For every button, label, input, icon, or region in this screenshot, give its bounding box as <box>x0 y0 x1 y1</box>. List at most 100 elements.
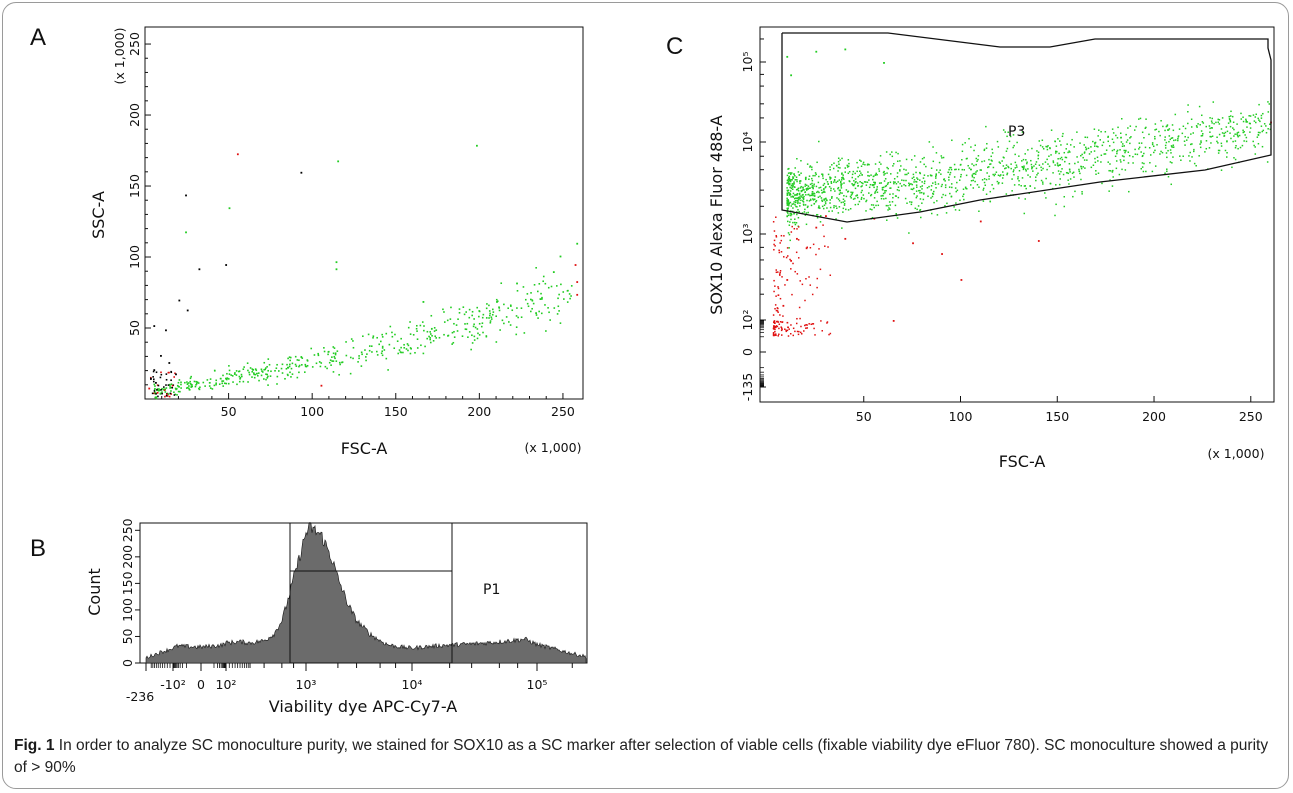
panel-c-point-generated <box>974 144 976 147</box>
panel-c-point-generated <box>1054 164 1056 166</box>
panel-c-point-generated <box>1078 170 1081 173</box>
panel-c-point-generated <box>1169 149 1172 151</box>
panel-c-point-generated <box>816 277 819 280</box>
panel-c-point-generated <box>785 256 788 259</box>
panel-a-point-generated <box>424 345 426 348</box>
panel-a-point-generated <box>228 373 231 375</box>
panel-c-point-generated <box>1002 174 1005 176</box>
panel-c-point-generated <box>985 178 988 181</box>
panel-a-point-generated <box>433 327 436 329</box>
panel-c-point-generated <box>893 177 896 180</box>
panel-c-point-generated <box>875 204 877 207</box>
panel-c-point-generated <box>1101 182 1103 185</box>
panel-c-point-generated <box>889 181 892 184</box>
panel-c-point-generated <box>896 217 899 219</box>
panel-c-point-generated <box>842 207 845 210</box>
panel-c-point-generated <box>779 274 781 276</box>
panel-c-point-generated <box>900 185 903 187</box>
panel-c-point-generated <box>835 218 837 220</box>
panel-b-x-tick-label: 10³ <box>296 677 317 692</box>
panel-c-point-generated <box>805 324 807 326</box>
panel-c-point-generated <box>779 242 781 244</box>
panel-a-point-generated <box>256 372 258 375</box>
panel-c-point-generated <box>774 328 776 331</box>
panel-c-point-generated <box>827 183 829 186</box>
panel-a-point-generated <box>452 341 455 344</box>
panel-c-point-generated <box>1022 168 1025 171</box>
panel-c-point-generated <box>798 193 801 196</box>
panel-a-point-generated <box>526 302 529 305</box>
panel-b-x-tick-label: 10² <box>216 677 237 692</box>
panel-c-y-tick-label: 10³ <box>740 224 755 245</box>
panel-a-point-generated <box>189 380 192 383</box>
panel-c-point-generated <box>818 248 820 250</box>
panel-a-point-generated <box>333 355 336 358</box>
panel-c-point-generated <box>1001 160 1003 162</box>
panel-a-point-generated <box>482 331 484 334</box>
panel-c-point-generated <box>919 172 922 175</box>
panel-c-point-generated <box>787 172 790 174</box>
panel-c-point-generated <box>810 199 812 201</box>
panel-c-point-generated <box>1204 151 1206 153</box>
panel-c-point-generated <box>1124 151 1126 154</box>
panel-c-point-generated <box>797 333 800 336</box>
panel-a-point-generated <box>400 337 402 340</box>
panel-c-point-generated <box>1199 143 1201 145</box>
panel-c-point-generated <box>1210 136 1212 138</box>
panel-c-point-generated <box>846 164 849 167</box>
panel-c-point-generated <box>823 204 826 206</box>
panel-c-point-generated <box>876 200 878 203</box>
panel-c-point-generated <box>1034 187 1036 189</box>
panel-c-point-generated <box>983 160 986 162</box>
panel-c-point-generated <box>903 183 905 186</box>
panel-a-point-generated <box>301 357 304 359</box>
panel-c-point-generated <box>1084 146 1087 149</box>
panel-c-point-generated <box>845 189 848 191</box>
panel-c-point-generated <box>1153 151 1155 154</box>
panel-a-point-generated <box>416 347 419 349</box>
panel-c-point-generated <box>1079 142 1081 144</box>
panel-c-point-generated <box>1177 139 1179 142</box>
panel-c-point-generated <box>821 330 823 332</box>
panel-a-point-generated <box>364 349 366 351</box>
panel-c-point-generated <box>989 190 992 193</box>
panel-c-point-generated <box>961 158 963 161</box>
panel-a-point-generated <box>155 397 158 400</box>
panel-a-point-generated <box>289 363 291 366</box>
panel-a-point-generated <box>350 338 353 340</box>
panel-c-point-generated <box>1155 128 1158 131</box>
panel-c-point-generated <box>913 181 915 183</box>
panel-c-point-generated <box>1164 139 1166 141</box>
panel-a-point-generated <box>306 364 309 367</box>
panel-c-point-generated <box>894 204 897 207</box>
panel-a-point-generated <box>257 372 260 374</box>
panel-c-point-generated <box>830 182 833 184</box>
panel-c-point-generated <box>1170 183 1172 186</box>
panel-c-point-generated <box>1266 161 1269 163</box>
panel-a-point-generated <box>420 344 422 347</box>
panel-c-point-generated <box>984 184 987 187</box>
panel-c-point-generated <box>791 225 793 228</box>
panel-c-point-generated <box>772 321 775 324</box>
panel-a-point-generated <box>153 388 156 391</box>
panel-c-point-generated <box>1262 129 1265 132</box>
panel-c-point-generated <box>983 149 986 152</box>
panel-a-point-generated <box>152 376 154 378</box>
panel-c-point-generated <box>1024 168 1027 171</box>
panel-a-point-generated <box>165 384 167 386</box>
panel-c-point-generated <box>992 166 995 169</box>
panel-c-point-generated <box>944 184 947 186</box>
panel-c-point-generated <box>836 180 839 183</box>
panel-a-point-generated <box>170 371 173 374</box>
panel-a-point-generated <box>287 357 289 360</box>
panel-c-point-generated <box>790 205 793 207</box>
panel-c-point-generated <box>982 187 985 190</box>
panel-c-point-generated <box>1112 176 1114 178</box>
panel-a-point-generated <box>407 349 409 352</box>
panel-c-point-generated <box>1076 131 1078 133</box>
figure-caption: Fig. 1 In order to analyze SC monocultur… <box>14 735 1274 779</box>
panel-c-point-generated <box>825 178 827 181</box>
panel-a-point-generated <box>251 376 253 378</box>
panel-a-point-generated <box>242 380 245 383</box>
panel-c-point-generated <box>1237 147 1239 150</box>
